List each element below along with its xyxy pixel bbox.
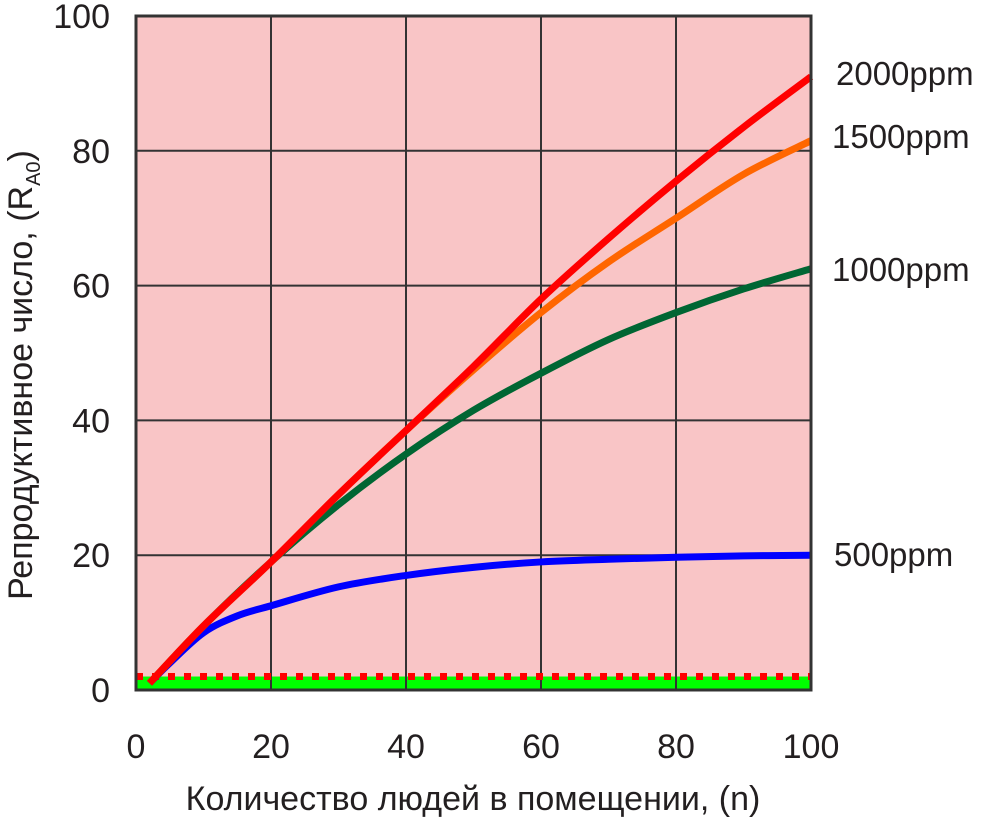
grid-lines [135, 15, 812, 691]
x-axis-ticks: 0 20 40 60 80 100 [127, 728, 840, 766]
x-tick-label: 100 [783, 728, 840, 766]
series-label-500ppm: 500ppm [834, 536, 953, 573]
plot-frame [134, 14, 813, 692]
y-tick-label: 0 [91, 672, 110, 710]
x-tick-label: 40 [387, 728, 425, 766]
x-tick-label: 60 [522, 728, 560, 766]
x-tick-label: 0 [127, 728, 146, 766]
x-tick-label: 20 [252, 728, 290, 766]
y-tick-label: 80 [72, 133, 110, 171]
series-lines [146, 73, 814, 686]
series-label-1000ppm: 1000ppm [832, 251, 970, 288]
y-tick-label: 40 [72, 402, 110, 440]
series-500ppm [147, 551, 812, 686]
y-axis-title: Репродуктивное число, (RA0) [2, 150, 45, 600]
y-axis-ticks: 0 20 40 60 80 100 [53, 0, 110, 710]
series-label-1500ppm: 1500ppm [832, 118, 970, 155]
y-tick-label: 20 [72, 537, 110, 575]
y-tick-label: 100 [53, 0, 110, 36]
plot-area [136, 16, 811, 690]
x-axis-title: Количество людей в помещении, (n) [186, 780, 761, 818]
series-label-2000ppm: 2000ppm [836, 55, 974, 92]
y-tick-label: 60 [72, 268, 110, 306]
x-tick-label: 80 [657, 728, 695, 766]
series-labels: 2000ppm 1500ppm 1000ppm 500ppm [832, 55, 974, 573]
series-2000ppm [146, 73, 814, 686]
safe-threshold-band [135, 673, 812, 690]
